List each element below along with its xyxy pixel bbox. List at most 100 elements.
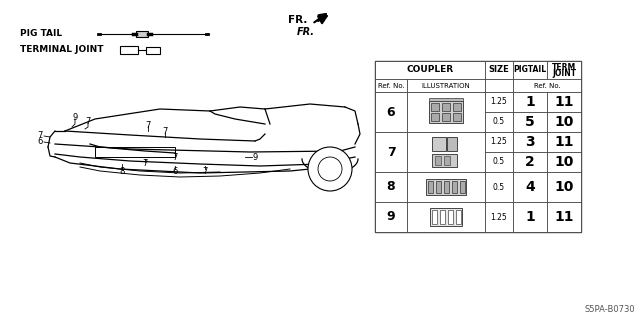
Bar [547, 61, 581, 79]
Bar [429, 98, 463, 101]
Bar [444, 156, 450, 165]
Bar [513, 152, 547, 172]
Bar [430, 208, 462, 226]
Bar [375, 202, 407, 232]
Bar [432, 210, 437, 224]
Bar [447, 137, 457, 151]
Bar [485, 79, 513, 92]
Bar [444, 181, 449, 193]
Text: Ref. No.: Ref. No. [378, 83, 404, 88]
Text: 10: 10 [554, 115, 573, 129]
Text: TERMINAL JOINT: TERMINAL JOINT [20, 46, 104, 55]
Bar [513, 61, 547, 79]
Bar [429, 101, 463, 123]
Text: 0.5: 0.5 [493, 117, 505, 127]
Text: FR.: FR. [288, 15, 308, 26]
Bar [513, 112, 547, 132]
Text: 6: 6 [37, 137, 43, 146]
Text: 3: 3 [525, 135, 535, 149]
Bar [485, 152, 513, 172]
Bar [432, 154, 457, 167]
Text: 7: 7 [387, 145, 396, 159]
Bar [513, 79, 581, 92]
Bar [513, 202, 547, 232]
Bar [460, 181, 465, 193]
Text: PIG TAIL: PIG TAIL [20, 29, 62, 39]
Text: 7: 7 [163, 127, 168, 136]
Text: COUPLER: COUPLER [406, 65, 454, 75]
Text: 9: 9 [387, 211, 396, 224]
Bar [95, 147, 175, 157]
Text: 6: 6 [387, 106, 396, 118]
Text: JOINT: JOINT [552, 70, 576, 78]
Bar [440, 210, 445, 224]
Bar [547, 202, 581, 232]
Text: 1.25: 1.25 [491, 137, 508, 146]
Bar [448, 210, 453, 224]
Bar [452, 181, 457, 193]
Text: 8: 8 [387, 181, 396, 194]
Text: 6: 6 [172, 167, 178, 175]
Bar [375, 172, 407, 202]
Bar [547, 112, 581, 132]
Circle shape [318, 157, 342, 181]
Bar [431, 103, 439, 111]
Text: 10: 10 [554, 155, 573, 169]
Bar [375, 79, 407, 92]
Bar [375, 61, 581, 232]
Bar [435, 156, 441, 165]
Bar [407, 172, 485, 202]
Bar [375, 132, 407, 172]
Text: 1: 1 [525, 210, 535, 224]
Bar [375, 61, 485, 79]
Text: TERM: TERM [552, 63, 576, 71]
Bar [513, 92, 547, 112]
Bar [407, 202, 485, 232]
Text: ILLUSTRATION: ILLUSTRATION [422, 83, 470, 88]
Text: PIGTAIL: PIGTAIL [513, 65, 547, 75]
Text: 7: 7 [85, 116, 91, 125]
Bar [432, 137, 446, 151]
Text: 7: 7 [145, 121, 150, 130]
Bar [442, 103, 450, 111]
Text: 1: 1 [525, 95, 535, 109]
Circle shape [308, 147, 352, 191]
Bar [547, 92, 581, 112]
Bar [485, 202, 513, 232]
Bar [442, 113, 450, 121]
Bar [407, 132, 485, 172]
Text: 11: 11 [554, 95, 573, 109]
Bar [547, 132, 581, 152]
Text: 0.5: 0.5 [493, 182, 505, 191]
Bar [485, 172, 513, 202]
Text: 0.5: 0.5 [493, 158, 505, 167]
Text: SIZE: SIZE [488, 65, 509, 75]
Bar [456, 210, 461, 224]
Bar [453, 113, 461, 121]
Text: 7: 7 [37, 131, 43, 140]
Bar [547, 172, 581, 202]
Text: 1.25: 1.25 [491, 212, 508, 221]
Text: 8: 8 [119, 167, 125, 175]
Text: 7: 7 [202, 167, 208, 175]
Text: S5PA-B0730: S5PA-B0730 [584, 305, 635, 314]
FancyBboxPatch shape [120, 46, 138, 54]
Text: 1.25: 1.25 [491, 98, 508, 107]
Text: FR.: FR. [297, 27, 315, 37]
Bar [485, 112, 513, 132]
Text: 9: 9 [252, 152, 258, 161]
Bar [513, 132, 547, 152]
Text: 9: 9 [72, 113, 77, 122]
Text: 5: 5 [525, 115, 535, 129]
Text: 7: 7 [172, 152, 178, 161]
Bar [375, 92, 407, 132]
FancyBboxPatch shape [136, 31, 148, 37]
Text: 4: 4 [525, 180, 535, 194]
Text: 11: 11 [554, 210, 573, 224]
Text: 7: 7 [142, 160, 148, 168]
FancyBboxPatch shape [146, 47, 160, 54]
Bar [431, 113, 439, 121]
Bar [485, 61, 513, 79]
Text: 10: 10 [554, 180, 573, 194]
Bar [426, 179, 466, 195]
